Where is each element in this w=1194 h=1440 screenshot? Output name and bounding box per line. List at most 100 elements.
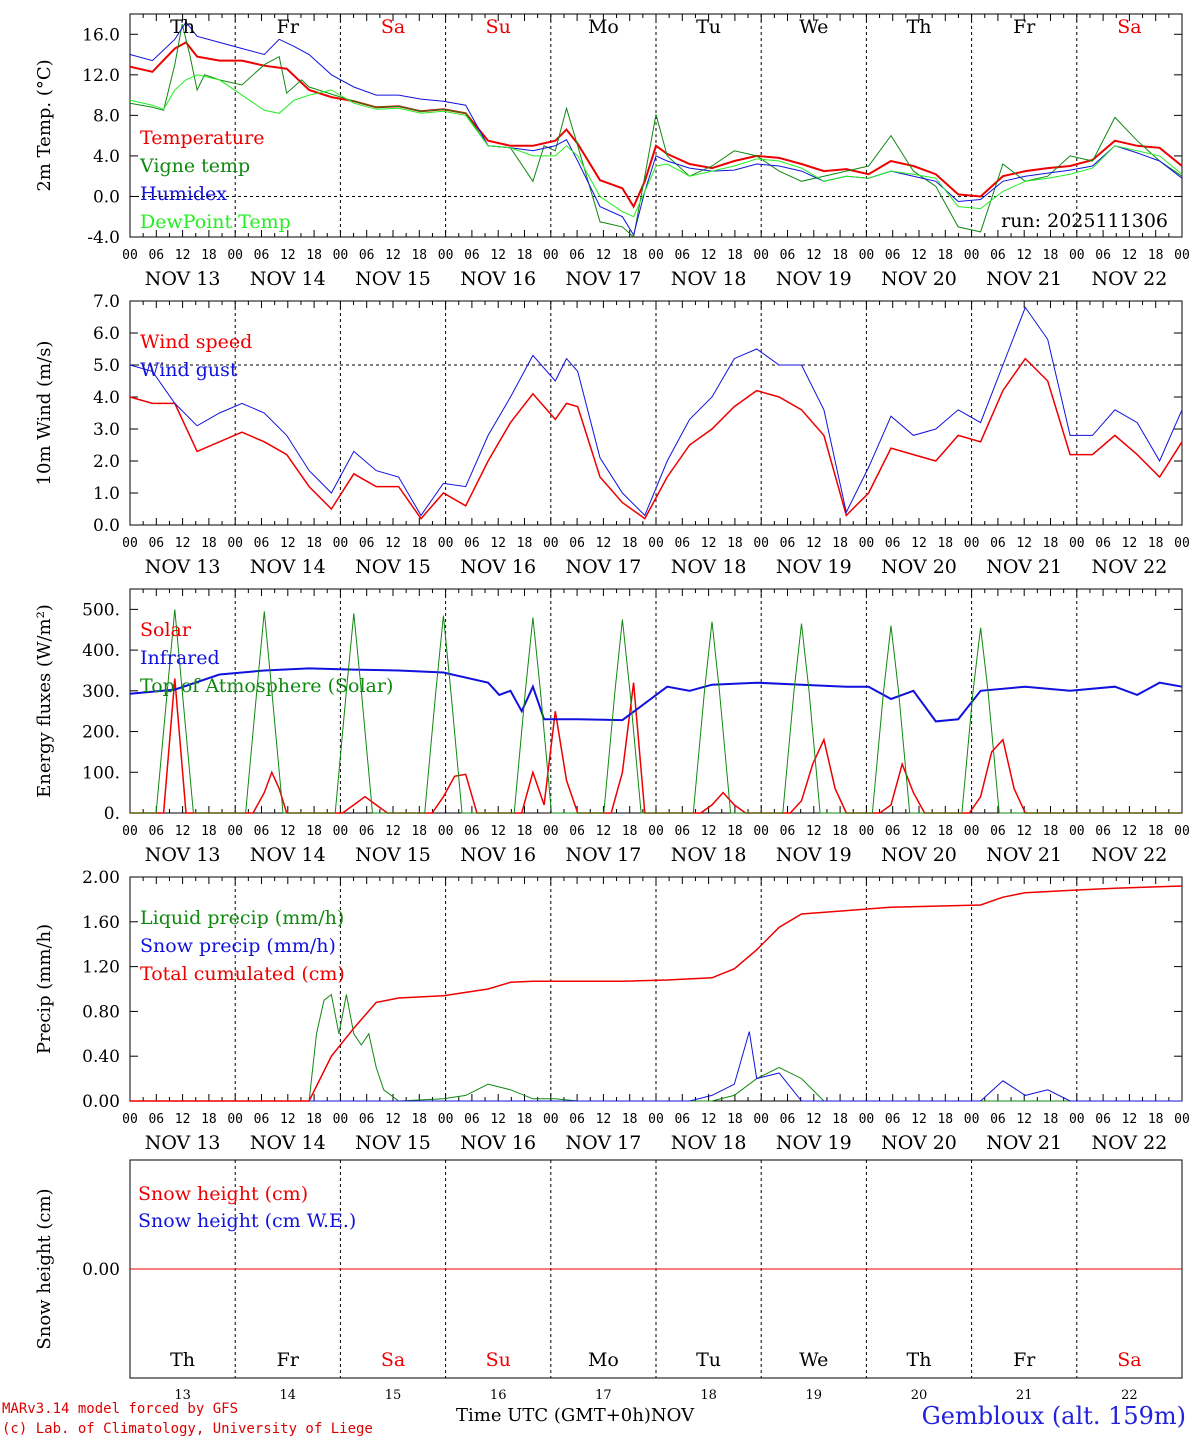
day-name-bottom: Sa xyxy=(381,1349,405,1371)
model-credit: MARv3.14 model forced by GFS xyxy=(2,1401,239,1417)
hour-tick-label: 12 xyxy=(701,824,717,839)
day-name-bottom: Fr xyxy=(1013,1349,1036,1371)
hour-tick-label: 12 xyxy=(911,1112,927,1127)
hour-tick-label: 00 xyxy=(964,1112,980,1127)
hour-tick-label: 00 xyxy=(122,1112,138,1127)
day-name-bottom: Sa xyxy=(1117,1349,1141,1371)
hour-tick-label: 12 xyxy=(175,1112,191,1127)
hour-tick-label: 06 xyxy=(674,248,690,263)
hour-tick-label: 06 xyxy=(990,248,1006,263)
hour-tick-label: 06 xyxy=(885,1112,901,1127)
hour-tick-label: 12 xyxy=(490,248,506,263)
hour-tick-label: 12 xyxy=(701,248,717,263)
date-label: NOV 13 xyxy=(145,1132,221,1154)
y-tick-label: 500. xyxy=(82,600,120,620)
hour-tick-label: 12 xyxy=(490,1112,506,1127)
day-name-top: Tu xyxy=(696,16,721,38)
date-label: NOV 15 xyxy=(355,556,431,578)
date-label: NOV 18 xyxy=(671,556,747,578)
series-line-snow-precip-mm-h- xyxy=(130,1031,1182,1102)
hour-tick-label: 18 xyxy=(517,824,533,839)
day-name-top: Sa xyxy=(381,16,405,38)
date-label: NOV 16 xyxy=(460,844,536,866)
hour-tick-label: 00 xyxy=(438,248,454,263)
hour-tick-label: 18 xyxy=(201,1112,217,1127)
hour-tick-label: 18 xyxy=(727,536,743,551)
date-label: NOV 20 xyxy=(881,268,957,290)
hour-tick-label: 00 xyxy=(1069,824,1085,839)
date-label: NOV 13 xyxy=(145,556,221,578)
y-tick-label: 7.0 xyxy=(93,292,120,312)
hour-tick-label: 12 xyxy=(385,536,401,551)
panel-frame xyxy=(129,13,1183,238)
hour-tick-label: 00 xyxy=(122,536,138,551)
hour-tick-label: 06 xyxy=(359,536,375,551)
y-tick-label: 0.40 xyxy=(82,1047,120,1067)
hour-tick-label: 18 xyxy=(622,536,638,551)
y-tick-label: 0.00 xyxy=(82,1092,120,1112)
hour-tick-label: 18 xyxy=(1148,536,1164,551)
hour-tick-label: 18 xyxy=(411,536,427,551)
hour-tick-label: 06 xyxy=(780,536,796,551)
date-label: NOV 20 xyxy=(881,556,957,578)
hour-tick-label: 06 xyxy=(359,824,375,839)
hour-tick-label: 00 xyxy=(648,536,664,551)
y-axis-label: 2m Temp. (°C) xyxy=(34,59,55,191)
day-name-top: Th xyxy=(170,16,195,38)
hour-tick-label: 00 xyxy=(543,248,559,263)
hour-tick-label: 18 xyxy=(411,824,427,839)
y-tick-label: 200. xyxy=(82,723,120,743)
legend-label: Snow precip (mm/h) xyxy=(140,935,336,957)
day-number: 22 xyxy=(1121,1388,1138,1403)
day-name-bottom: Tu xyxy=(696,1349,721,1371)
series-line-total-cumulated-cm- xyxy=(130,885,1183,1102)
lab-credit: (c) Lab. of Climatology, University of L… xyxy=(2,1421,373,1437)
hour-tick-label: 06 xyxy=(990,536,1006,551)
day-number: 13 xyxy=(174,1388,191,1403)
hour-tick-label: 00 xyxy=(227,824,243,839)
legend-label: Solar xyxy=(140,619,192,641)
day-number: 14 xyxy=(280,1388,297,1403)
y-tick-label: 2.00 xyxy=(82,868,120,888)
hour-tick-label: 00 xyxy=(227,248,243,263)
series-line-wind-speed xyxy=(129,357,1183,520)
date-label: NOV 14 xyxy=(250,268,326,290)
legend-label: Wind speed xyxy=(140,331,252,353)
hour-tick-label: 06 xyxy=(885,248,901,263)
hour-tick-label: 06 xyxy=(780,1112,796,1127)
station-label: Gembloux (alt. 159m) xyxy=(921,1402,1186,1430)
day-name-top: We xyxy=(799,16,828,38)
legend-label: Snow height (cm W.E.) xyxy=(138,1210,356,1232)
day-number: 21 xyxy=(1016,1388,1033,1403)
hour-tick-label: 00 xyxy=(1174,536,1190,551)
hour-tick-label: 12 xyxy=(701,536,717,551)
hour-tick-label: 12 xyxy=(596,536,612,551)
hour-tick-label: 18 xyxy=(517,248,533,263)
hour-tick-label: 18 xyxy=(306,536,322,551)
day-number: 17 xyxy=(595,1388,612,1403)
hour-tick-label: 00 xyxy=(1069,1112,1085,1127)
hour-tick-label: 00 xyxy=(333,1112,349,1127)
date-label: NOV 19 xyxy=(776,844,852,866)
date-label: NOV 21 xyxy=(986,556,1062,578)
hour-tick-label: 18 xyxy=(1148,1112,1164,1127)
date-label: NOV 19 xyxy=(776,556,852,578)
hour-tick-label: 00 xyxy=(753,824,769,839)
hour-tick-label: 00 xyxy=(753,248,769,263)
hour-tick-label: 06 xyxy=(674,536,690,551)
hour-tick-label: 00 xyxy=(333,248,349,263)
panel-4 xyxy=(129,876,1183,1102)
date-label: NOV 18 xyxy=(671,268,747,290)
hour-tick-label: 00 xyxy=(753,1112,769,1127)
day-name-bottom: We xyxy=(799,1349,828,1371)
hour-tick-label: 18 xyxy=(1043,536,1059,551)
date-label: NOV 16 xyxy=(460,1132,536,1154)
hour-tick-label: 06 xyxy=(885,536,901,551)
hour-tick-label: 18 xyxy=(727,248,743,263)
y-tick-label: 0.80 xyxy=(82,1002,120,1022)
legend-label: Vigne temp xyxy=(139,155,250,177)
hour-tick-label: 12 xyxy=(1016,536,1032,551)
hour-tick-label: 06 xyxy=(359,248,375,263)
hour-tick-label: 18 xyxy=(937,248,953,263)
hour-tick-label: 06 xyxy=(254,824,270,839)
